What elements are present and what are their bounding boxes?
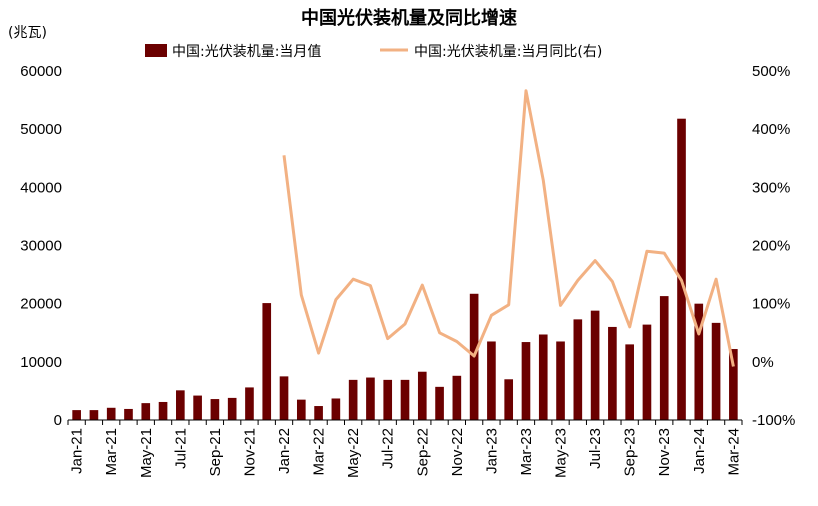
y-right-tick-label: 0% [752, 354, 774, 371]
y-right-tick-label: 100% [752, 296, 790, 313]
bar [417, 371, 427, 420]
y-right-tick-label: -100% [752, 412, 795, 429]
legend-line-label: 中国:光伏装机量:当月同比(右) [414, 44, 602, 60]
bar [366, 377, 375, 420]
x-tick-label: Sep-21 [207, 428, 224, 476]
legend: 中国:光伏装机量:当月值 中国:光伏装机量:当月同比(右) [145, 44, 602, 60]
bar [262, 303, 272, 420]
x-tick-label: Jan-21 [69, 428, 86, 474]
y-right-tick-label: 200% [752, 238, 790, 255]
chart-title: 中国光伏装机量及同比增速 [301, 7, 517, 29]
bar [383, 379, 393, 420]
y-left-tick-label: 40000 [20, 179, 62, 196]
x-tick-label: Jan-24 [691, 428, 708, 474]
x-tick-label: May-21 [138, 428, 155, 478]
x-tick-label: Mar-23 [518, 428, 535, 476]
bar [158, 401, 168, 420]
legend-bar-label: 中国:光伏装机量:当月值 [172, 44, 321, 60]
bar [504, 379, 514, 420]
x-tick-label: Nov-22 [449, 428, 466, 476]
yoy-line [282, 89, 735, 367]
x-tick-label: Mar-24 [725, 428, 742, 476]
bar [227, 397, 237, 420]
bar [659, 296, 669, 420]
y-right-axis: -100% 0% 100% 200% 300% 400% 500% [752, 63, 795, 429]
x-tick-label: Sep-23 [622, 428, 639, 476]
bar [711, 322, 721, 420]
bar [608, 326, 617, 420]
legend-bar-swatch [145, 44, 167, 57]
bar [72, 410, 81, 420]
bar-series [72, 118, 738, 421]
x-tick-label: Jan-22 [276, 428, 293, 474]
bar [400, 379, 410, 420]
bar [573, 319, 583, 420]
bar [590, 310, 600, 420]
y-left-tick-label: 30000 [20, 238, 62, 255]
x-tick-label: May-22 [345, 428, 362, 478]
y-left-tick-label: 60000 [20, 63, 62, 80]
bar [435, 386, 444, 420]
bar [106, 407, 116, 420]
y-left-axis: 0 10000 20000 30000 40000 50000 60000 [20, 63, 62, 429]
bar [279, 376, 289, 420]
bar [521, 342, 531, 420]
x-tick-label: Jul-21 [172, 428, 189, 469]
bar [487, 341, 496, 420]
x-tick-label: Jul-23 [587, 428, 604, 469]
bar [141, 403, 151, 420]
x-tick-label: May-23 [553, 428, 570, 478]
bar [89, 410, 99, 420]
bar [193, 395, 202, 420]
x-tick-label: Jan-23 [483, 428, 500, 474]
bar [625, 344, 634, 420]
bar [245, 387, 254, 420]
bar [331, 398, 341, 420]
y-right-tick-label: 300% [752, 179, 790, 196]
bar [452, 375, 462, 420]
y-left-tick-label: 20000 [20, 296, 62, 313]
bar [348, 379, 358, 420]
x-tick-label: Nov-23 [656, 428, 673, 476]
bar [729, 349, 738, 420]
x-tick-label: Sep-22 [414, 428, 431, 476]
x-tick-label: Jul-22 [380, 428, 397, 469]
bar [296, 399, 306, 420]
x-tick-label: Nov-21 [241, 428, 258, 476]
bar [642, 324, 652, 420]
bar [694, 303, 704, 420]
x-tick-label: Mar-22 [311, 428, 328, 476]
bar [176, 390, 185, 420]
y-left-tick-label: 50000 [20, 121, 62, 138]
x-tick-label: Mar-21 [103, 428, 120, 476]
y-right-tick-label: 400% [752, 121, 790, 138]
bar [538, 334, 548, 420]
bar [556, 341, 565, 420]
bar [210, 399, 220, 420]
bar [677, 118, 686, 421]
y-left-tick-label: 0 [54, 412, 62, 429]
y-right-tick-label: 500% [752, 63, 790, 80]
bar [314, 406, 323, 420]
y-left-tick-label: 10000 [20, 354, 62, 371]
bar [124, 408, 133, 420]
x-axis: Jan-21 Mar-21 May-21 Jul-21 Sep-21 Nov-21 Jan-… [67, 420, 743, 478]
y-axis-unit-label: (兆瓦) [8, 25, 47, 41]
